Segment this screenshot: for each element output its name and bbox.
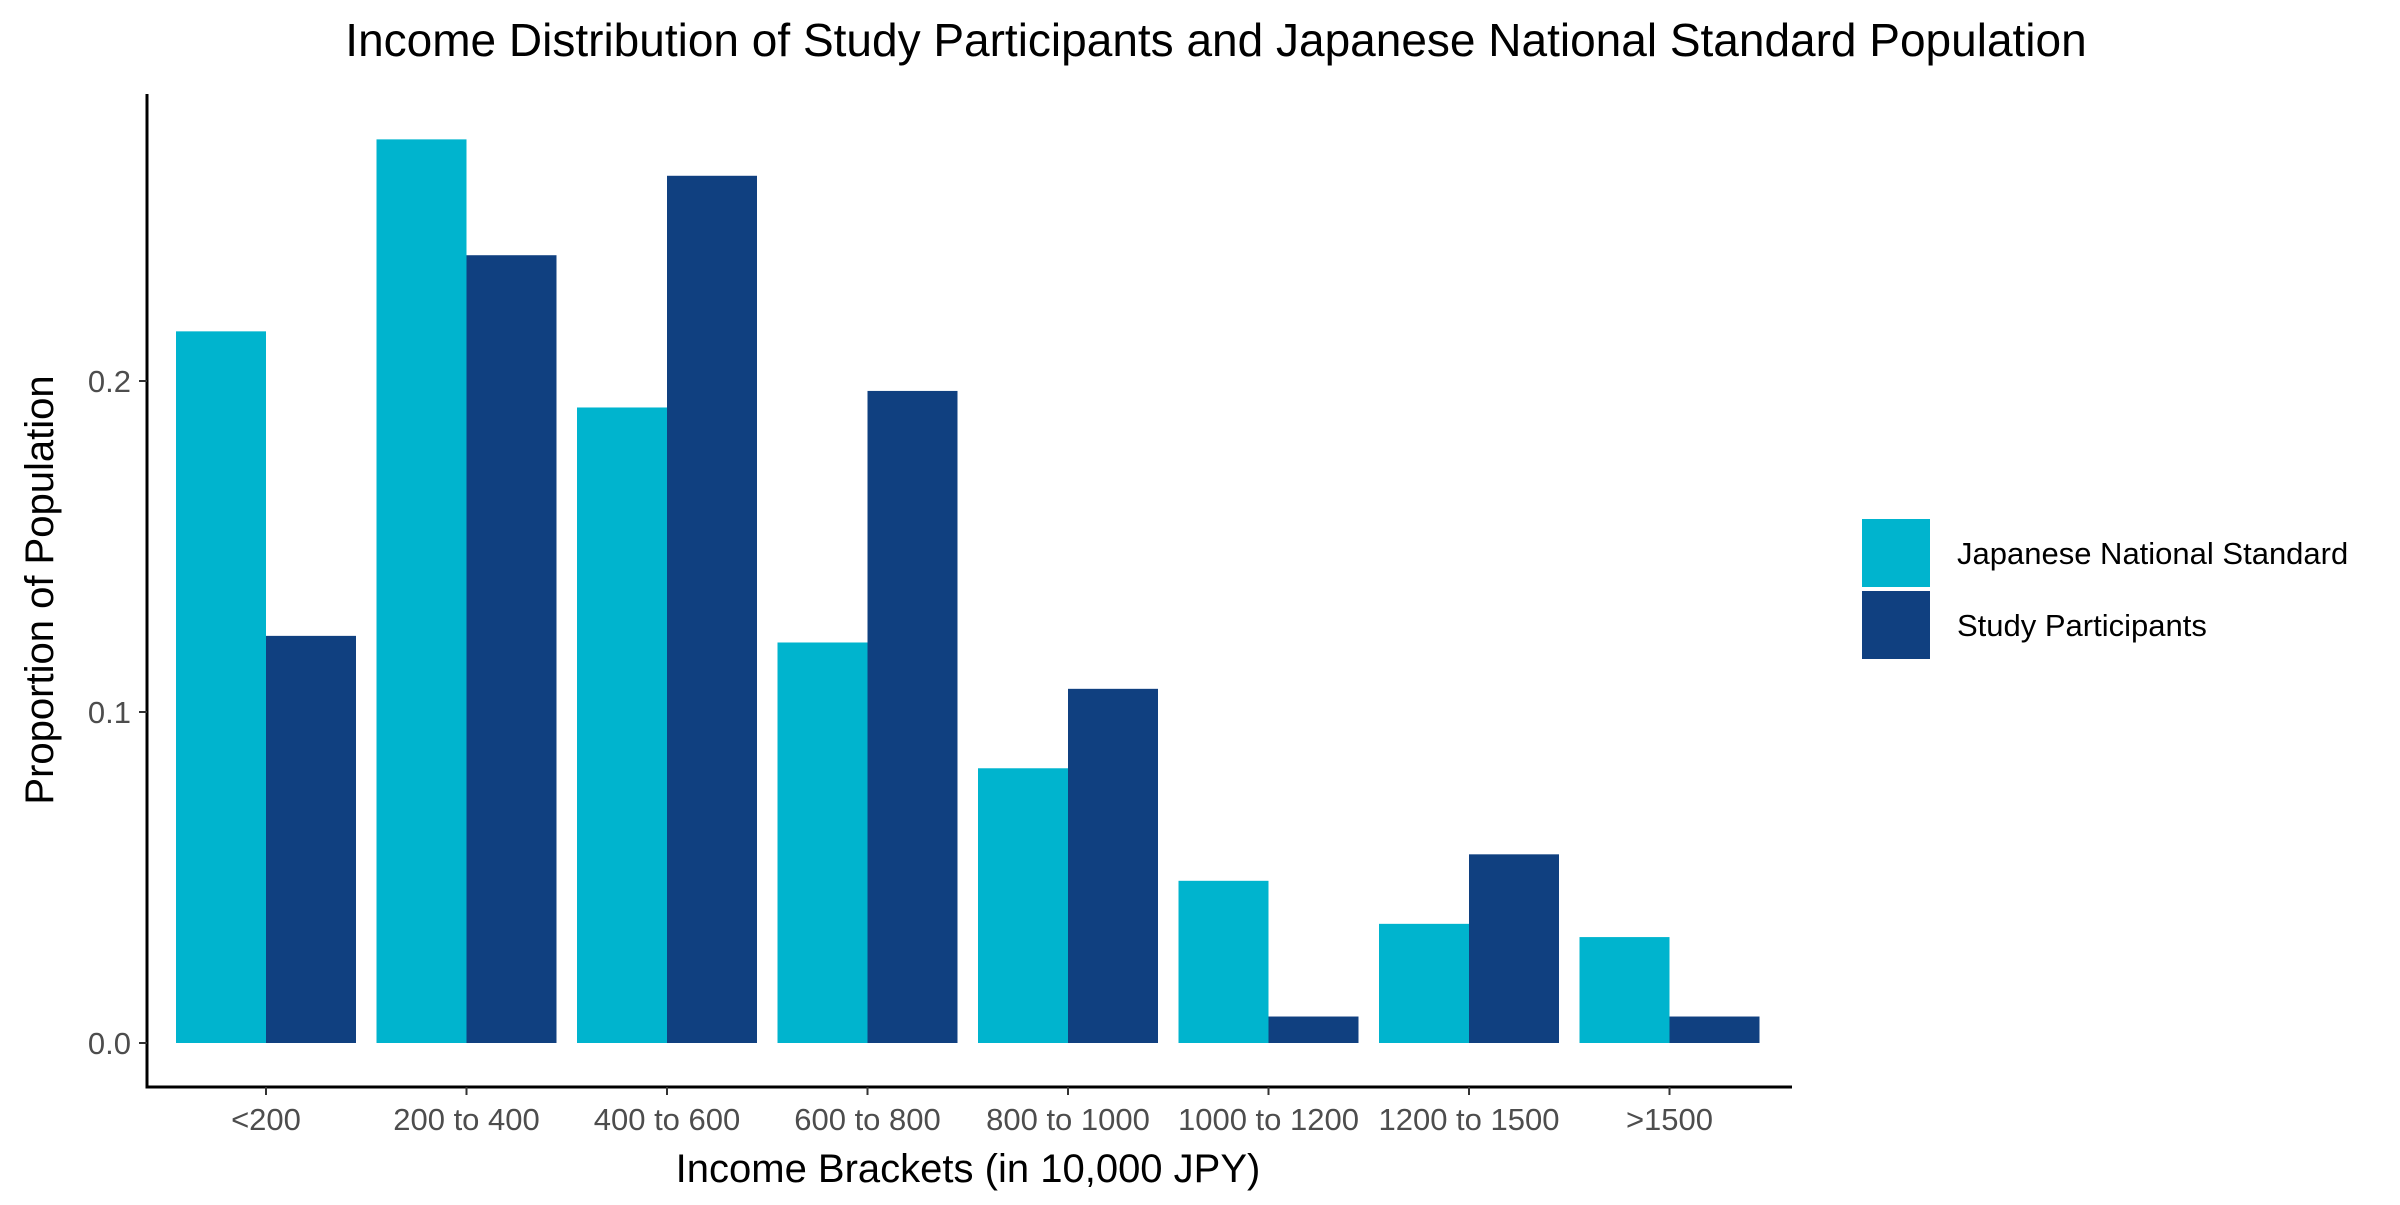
bar-study-participants-7 [1669,1016,1760,1043]
bar-study-participants-0 [266,635,356,1043]
x-tick-label: 200 to 400 [393,1102,540,1137]
legend-label-national-standard: Japanese National Standard [1957,536,2348,571]
bar-study-participants-6 [1469,854,1559,1043]
bar-study-participants-2 [667,175,757,1043]
x-tick-label: 400 to 600 [594,1102,741,1137]
bar-national-standard-2 [577,407,667,1044]
bar-national-standard-5 [1178,880,1269,1043]
x-ticks-layer: <200 200 to 400 400 to 600 600 to 800 800 to… [231,1087,1713,1137]
y-tick-label: 0.1 [88,695,131,730]
y-tick-label: 0.0 [88,1026,131,1061]
x-tick-label: 1000 to 1200 [1178,1102,1359,1137]
bar-national-standard-4 [978,768,1068,1043]
y-tick-label: 0.2 [88,364,131,399]
legend-key-study-participants [1862,591,1930,659]
axes-layer [145,94,1792,1089]
legend: Japanese National Standard Study Particip… [1862,519,2348,659]
bar-study-participants-5 [1268,1016,1359,1043]
bars-layer [176,139,1760,1044]
x-tick-label: 800 to 1000 [986,1102,1150,1137]
bar-national-standard-7 [1579,937,1670,1043]
bar-study-participants-4 [1068,688,1158,1043]
y-axis-title: Proportion of Population [18,375,62,804]
bar-national-standard-0 [176,331,266,1044]
x-tick-label: 1200 to 1500 [1378,1102,1559,1137]
bar-study-participants-1 [466,255,557,1044]
x-axis-title: Income Brackets (in 10,000 JPY) [676,1147,1261,1191]
legend-label-study-participants: Study Participants [1957,608,2207,643]
legend-key-national-standard [1862,519,1930,587]
x-tick-label: >1500 [1626,1102,1713,1137]
y-ticks-layer: 0.0 0.1 0.2 [88,364,147,1061]
bar-national-standard-6 [1379,923,1469,1043]
bar-national-standard-1 [376,139,467,1043]
x-tick-label: 600 to 800 [794,1102,941,1137]
chart-title: Income Distribution of Study Participant… [345,14,2086,66]
x-tick-label: <200 [231,1102,301,1137]
bar-national-standard-3 [777,642,868,1043]
bar-study-participants-3 [867,390,958,1043]
